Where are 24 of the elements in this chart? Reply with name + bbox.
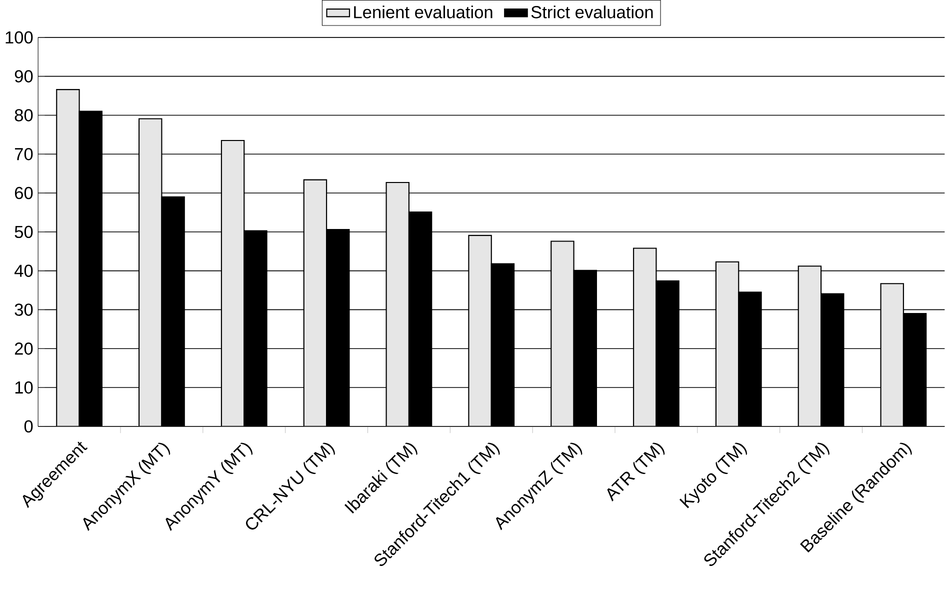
y-tick-label: 10 xyxy=(15,381,33,394)
y-tick-label: 90 xyxy=(14,70,33,82)
bar xyxy=(220,140,245,426)
bar xyxy=(56,88,80,426)
y-tick-label: 20 xyxy=(14,342,33,355)
bar xyxy=(550,240,574,426)
bar xyxy=(633,248,657,426)
y-tick-label: 30 xyxy=(14,303,33,316)
legend-label: Lenient evaluation xyxy=(354,5,492,18)
bar xyxy=(386,182,410,426)
bar xyxy=(798,265,822,426)
bar xyxy=(468,234,492,426)
bar xyxy=(715,261,740,426)
y-tick-label: 60 xyxy=(14,186,33,199)
legend-label: Strict evaluation xyxy=(531,5,653,18)
bar xyxy=(138,118,162,426)
y-tick-label: 80 xyxy=(14,108,33,122)
y-tick-label: 70 xyxy=(14,148,33,160)
y-tick-label: 100 xyxy=(6,31,33,44)
bar xyxy=(880,282,904,426)
y-tick-label: 0 xyxy=(24,420,33,432)
bar xyxy=(303,179,328,426)
y-tick-label: 40 xyxy=(14,264,33,277)
y-tick-label: 50 xyxy=(14,226,33,238)
